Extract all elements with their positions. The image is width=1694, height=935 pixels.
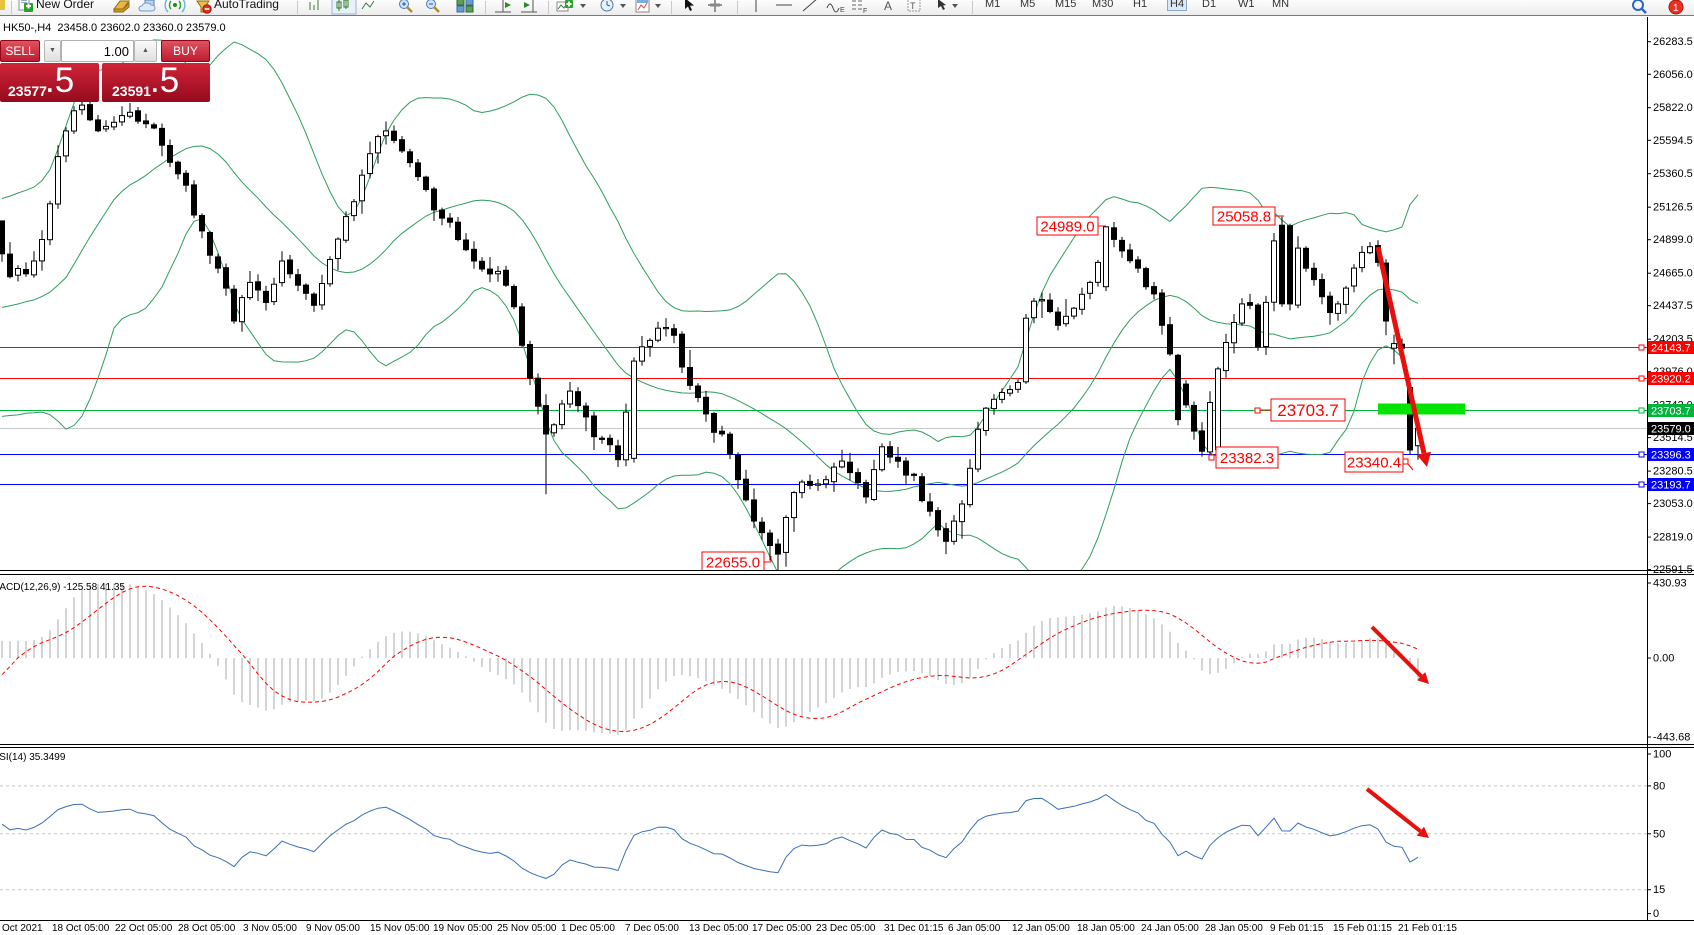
- svg-text:50: 50: [1653, 828, 1665, 840]
- svg-text:18 Oct 05:00: 18 Oct 05:00: [52, 923, 110, 934]
- svg-text:13 Dec 05:00: 13 Dec 05:00: [689, 923, 749, 934]
- svg-text:31 Dec 01:15: 31 Dec 01:15: [884, 923, 944, 934]
- svg-text:23703.7: 23703.7: [1277, 401, 1338, 420]
- svg-text:22819.0: 22819.0: [1653, 532, 1693, 544]
- svg-text:0: 0: [1653, 908, 1659, 920]
- svg-text:25126.5: 25126.5: [1653, 202, 1693, 214]
- svg-text:12 Jan 05:00: 12 Jan 05:00: [1012, 923, 1070, 934]
- svg-text:19 Nov 05:00: 19 Nov 05:00: [433, 923, 493, 934]
- svg-text:-443.68: -443.68: [1653, 732, 1690, 744]
- svg-text:0.00: 0.00: [1653, 653, 1674, 665]
- svg-text:15: 15: [1653, 884, 1665, 896]
- svg-text:F: F: [863, 8, 867, 15]
- svg-text:E: E: [840, 7, 845, 14]
- svg-text:21 Feb 01:15: 21 Feb 01:15: [1398, 923, 1457, 934]
- svg-text:80: 80: [1653, 780, 1665, 792]
- svg-text:25594.5: 25594.5: [1653, 135, 1693, 147]
- svg-text:23053.0: 23053.0: [1653, 498, 1693, 510]
- svg-text:25360.5: 25360.5: [1653, 168, 1693, 180]
- svg-text:7 Dec 05:00: 7 Dec 05:00: [625, 923, 679, 934]
- svg-text:23193.7: 23193.7: [1651, 479, 1691, 491]
- svg-text:T: T: [910, 1, 916, 11]
- svg-text:24989.0: 24989.0: [1040, 218, 1094, 235]
- svg-text:23280.5: 23280.5: [1653, 466, 1693, 478]
- svg-text:22591.5: 22591.5: [1653, 564, 1693, 576]
- svg-text:A: A: [884, 0, 892, 13]
- svg-text:430.93: 430.93: [1653, 578, 1687, 590]
- svg-text:MACD(12,26,9) -125.58 41.35: MACD(12,26,9) -125.58 41.35: [0, 582, 125, 593]
- svg-text:9 Feb 01:15: 9 Feb 01:15: [1270, 923, 1324, 934]
- svg-text:26283.5: 26283.5: [1653, 36, 1693, 48]
- svg-text:3 Nov 05:00: 3 Nov 05:00: [243, 923, 297, 934]
- svg-text:23920.2: 23920.2: [1651, 373, 1691, 385]
- svg-text:23340.4: 23340.4: [1347, 454, 1401, 471]
- svg-text:23396.3: 23396.3: [1651, 449, 1691, 461]
- svg-text:22655.0: 22655.0: [706, 554, 760, 571]
- svg-text:22 Oct 05:00: 22 Oct 05:00: [115, 923, 173, 934]
- svg-text:24437.5: 24437.5: [1653, 300, 1693, 312]
- svg-text:15 Nov 05:00: 15 Nov 05:00: [370, 923, 430, 934]
- svg-text:100: 100: [1653, 749, 1671, 761]
- svg-text:25822.0: 25822.0: [1653, 102, 1693, 114]
- svg-text:1 Dec 05:00: 1 Dec 05:00: [561, 923, 615, 934]
- svg-text:28 Jan 05:00: 28 Jan 05:00: [1205, 923, 1263, 934]
- svg-text:23 Dec 05:00: 23 Dec 05:00: [816, 923, 876, 934]
- svg-text:24665.0: 24665.0: [1653, 268, 1693, 280]
- svg-text:18 Jan 05:00: 18 Jan 05:00: [1077, 923, 1135, 934]
- svg-text:24899.0: 24899.0: [1653, 234, 1693, 246]
- svg-text:26056.0: 26056.0: [1653, 69, 1693, 81]
- svg-text:9 Nov 05:00: 9 Nov 05:00: [306, 923, 360, 934]
- svg-text:25058.8: 25058.8: [1217, 208, 1271, 225]
- svg-text:23382.3: 23382.3: [1220, 450, 1274, 467]
- svg-text:1: 1: [1673, 3, 1679, 14]
- svg-text:6 Jan 05:00: 6 Jan 05:00: [948, 923, 1001, 934]
- svg-text:15 Feb 01:15: 15 Feb 01:15: [1333, 923, 1392, 934]
- svg-text:28 Oct 05:00: 28 Oct 05:00: [178, 923, 236, 934]
- svg-text:23514.5: 23514.5: [1653, 432, 1693, 444]
- svg-text:24 Jan 05:00: 24 Jan 05:00: [1141, 923, 1199, 934]
- svg-text:25 Nov 05:00: 25 Nov 05:00: [497, 923, 557, 934]
- svg-text:23703.7: 23703.7: [1651, 405, 1691, 417]
- svg-text:17 Dec 05:00: 17 Dec 05:00: [752, 923, 812, 934]
- svg-text:RSI(14) 35.3499: RSI(14) 35.3499: [0, 752, 66, 763]
- svg-text:Oct 2021: Oct 2021: [2, 923, 43, 934]
- svg-text:24143.7: 24143.7: [1651, 342, 1691, 354]
- svg-text:23579.0: 23579.0: [1651, 423, 1691, 435]
